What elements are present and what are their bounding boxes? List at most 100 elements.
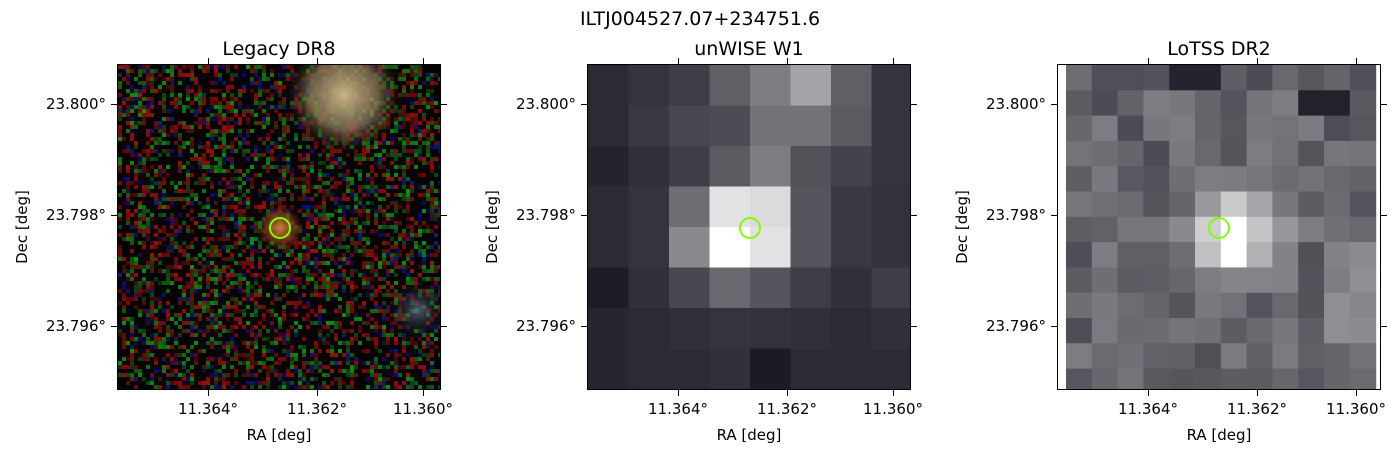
image-pixel bbox=[1246, 115, 1273, 142]
image-pixel bbox=[1117, 166, 1144, 193]
tick-mark bbox=[911, 326, 917, 328]
image-pixel bbox=[588, 65, 630, 107]
x-tick-label: 11.360° bbox=[863, 400, 923, 418]
image-pixel bbox=[1298, 292, 1325, 319]
legacy-image bbox=[117, 64, 441, 390]
image-pixel bbox=[1117, 292, 1144, 319]
y-axis-label: Dec [deg] bbox=[483, 190, 501, 264]
image-pixel bbox=[1298, 267, 1325, 294]
image-pixel bbox=[1220, 115, 1248, 142]
tick-mark bbox=[317, 390, 319, 396]
tick-mark bbox=[1051, 104, 1057, 106]
image-pixel bbox=[1298, 242, 1325, 268]
image-pixel bbox=[1298, 343, 1325, 370]
image-pixel bbox=[1169, 65, 1196, 91]
image-pixel bbox=[1143, 318, 1170, 344]
image-pixel bbox=[588, 308, 630, 350]
image-pixel bbox=[831, 146, 873, 188]
image-pixel bbox=[1066, 166, 1093, 193]
image-pixel bbox=[1246, 343, 1273, 370]
tick-mark bbox=[787, 58, 789, 64]
image-pixel bbox=[1246, 318, 1273, 344]
image-pixel bbox=[1091, 318, 1119, 344]
image-pixel bbox=[628, 267, 670, 309]
panel-title: Legacy DR8 bbox=[222, 38, 336, 60]
image-pixel bbox=[1272, 216, 1299, 243]
image-pixel bbox=[1324, 318, 1351, 344]
image-pixel bbox=[1349, 191, 1377, 218]
y-tick-label: 23.798° bbox=[986, 206, 1046, 224]
tick-mark bbox=[581, 104, 587, 106]
tick-mark bbox=[1257, 390, 1259, 396]
image-pixel bbox=[1246, 166, 1273, 193]
image-pixel bbox=[1220, 140, 1248, 167]
image-pixel bbox=[1324, 343, 1351, 370]
image-pixel bbox=[1066, 65, 1093, 91]
image-pixel bbox=[1195, 115, 1222, 142]
image-pixel bbox=[1169, 343, 1196, 370]
unwise-image bbox=[587, 64, 911, 390]
tick-mark bbox=[1381, 215, 1387, 217]
tick-mark bbox=[1257, 58, 1259, 64]
image-pixel bbox=[1298, 368, 1325, 389]
image-pixel bbox=[1091, 191, 1119, 218]
image-pixel bbox=[1169, 191, 1196, 218]
image-pixel bbox=[1195, 140, 1222, 167]
image-pixel bbox=[628, 308, 670, 350]
image-pixel bbox=[1195, 166, 1222, 193]
image-pixel bbox=[790, 146, 832, 188]
image-pixel bbox=[1324, 90, 1351, 117]
image-pixel bbox=[1272, 140, 1299, 167]
image-pixel bbox=[750, 227, 792, 269]
tick-mark bbox=[911, 104, 917, 106]
image-pixel bbox=[1272, 115, 1299, 142]
image-pixel bbox=[1246, 242, 1273, 268]
tick-mark bbox=[1148, 58, 1150, 64]
image-pixel bbox=[1195, 343, 1222, 370]
image-pixel bbox=[709, 105, 751, 147]
image-pixel bbox=[790, 348, 832, 389]
tick-mark bbox=[893, 58, 895, 64]
image-pixel bbox=[1169, 242, 1196, 268]
image-pixel bbox=[1066, 90, 1093, 117]
y-tick-label: 23.796° bbox=[986, 317, 1046, 335]
image-pixel bbox=[1117, 368, 1144, 389]
image-pixel bbox=[1066, 267, 1093, 294]
legacy-image-svg bbox=[118, 65, 440, 389]
image-pixel bbox=[709, 186, 751, 228]
image-pixel bbox=[1324, 140, 1351, 167]
image-pixel bbox=[1246, 267, 1273, 294]
image-pixel bbox=[1246, 140, 1273, 167]
image-pixel bbox=[1220, 343, 1248, 370]
image-pixel bbox=[1169, 292, 1196, 319]
image-pixel bbox=[1117, 65, 1144, 91]
image-pixel bbox=[1143, 368, 1170, 389]
tick-mark bbox=[1356, 58, 1358, 64]
image-pixel bbox=[588, 227, 630, 269]
image-pixel bbox=[1195, 90, 1222, 117]
image-pixel bbox=[1066, 368, 1093, 389]
image-pixel bbox=[1169, 368, 1196, 389]
image-pixel bbox=[871, 267, 910, 309]
image-pixel bbox=[669, 65, 711, 107]
image-pixel bbox=[1272, 343, 1299, 370]
tick-mark bbox=[1356, 390, 1358, 396]
image-pixel bbox=[1272, 166, 1299, 193]
image-pixel bbox=[1169, 115, 1196, 142]
image-pixel bbox=[871, 348, 910, 389]
panel-title: LoTSS DR2 bbox=[1167, 38, 1271, 60]
image-pixel bbox=[1349, 90, 1377, 117]
x-axis-label: RA [deg] bbox=[716, 426, 782, 444]
position-marker bbox=[739, 217, 761, 239]
tick-mark bbox=[423, 58, 425, 64]
image-pixel bbox=[1246, 216, 1273, 243]
image-pixel bbox=[709, 146, 751, 188]
x-axis-label: RA [deg] bbox=[246, 426, 312, 444]
image-pixel bbox=[871, 146, 910, 188]
image-pixel bbox=[669, 105, 711, 147]
image-pixel bbox=[1349, 368, 1377, 389]
image-pixel bbox=[750, 267, 792, 309]
image-pixel bbox=[1298, 90, 1325, 117]
image-pixel bbox=[790, 65, 832, 107]
image-pixel bbox=[1220, 166, 1248, 193]
